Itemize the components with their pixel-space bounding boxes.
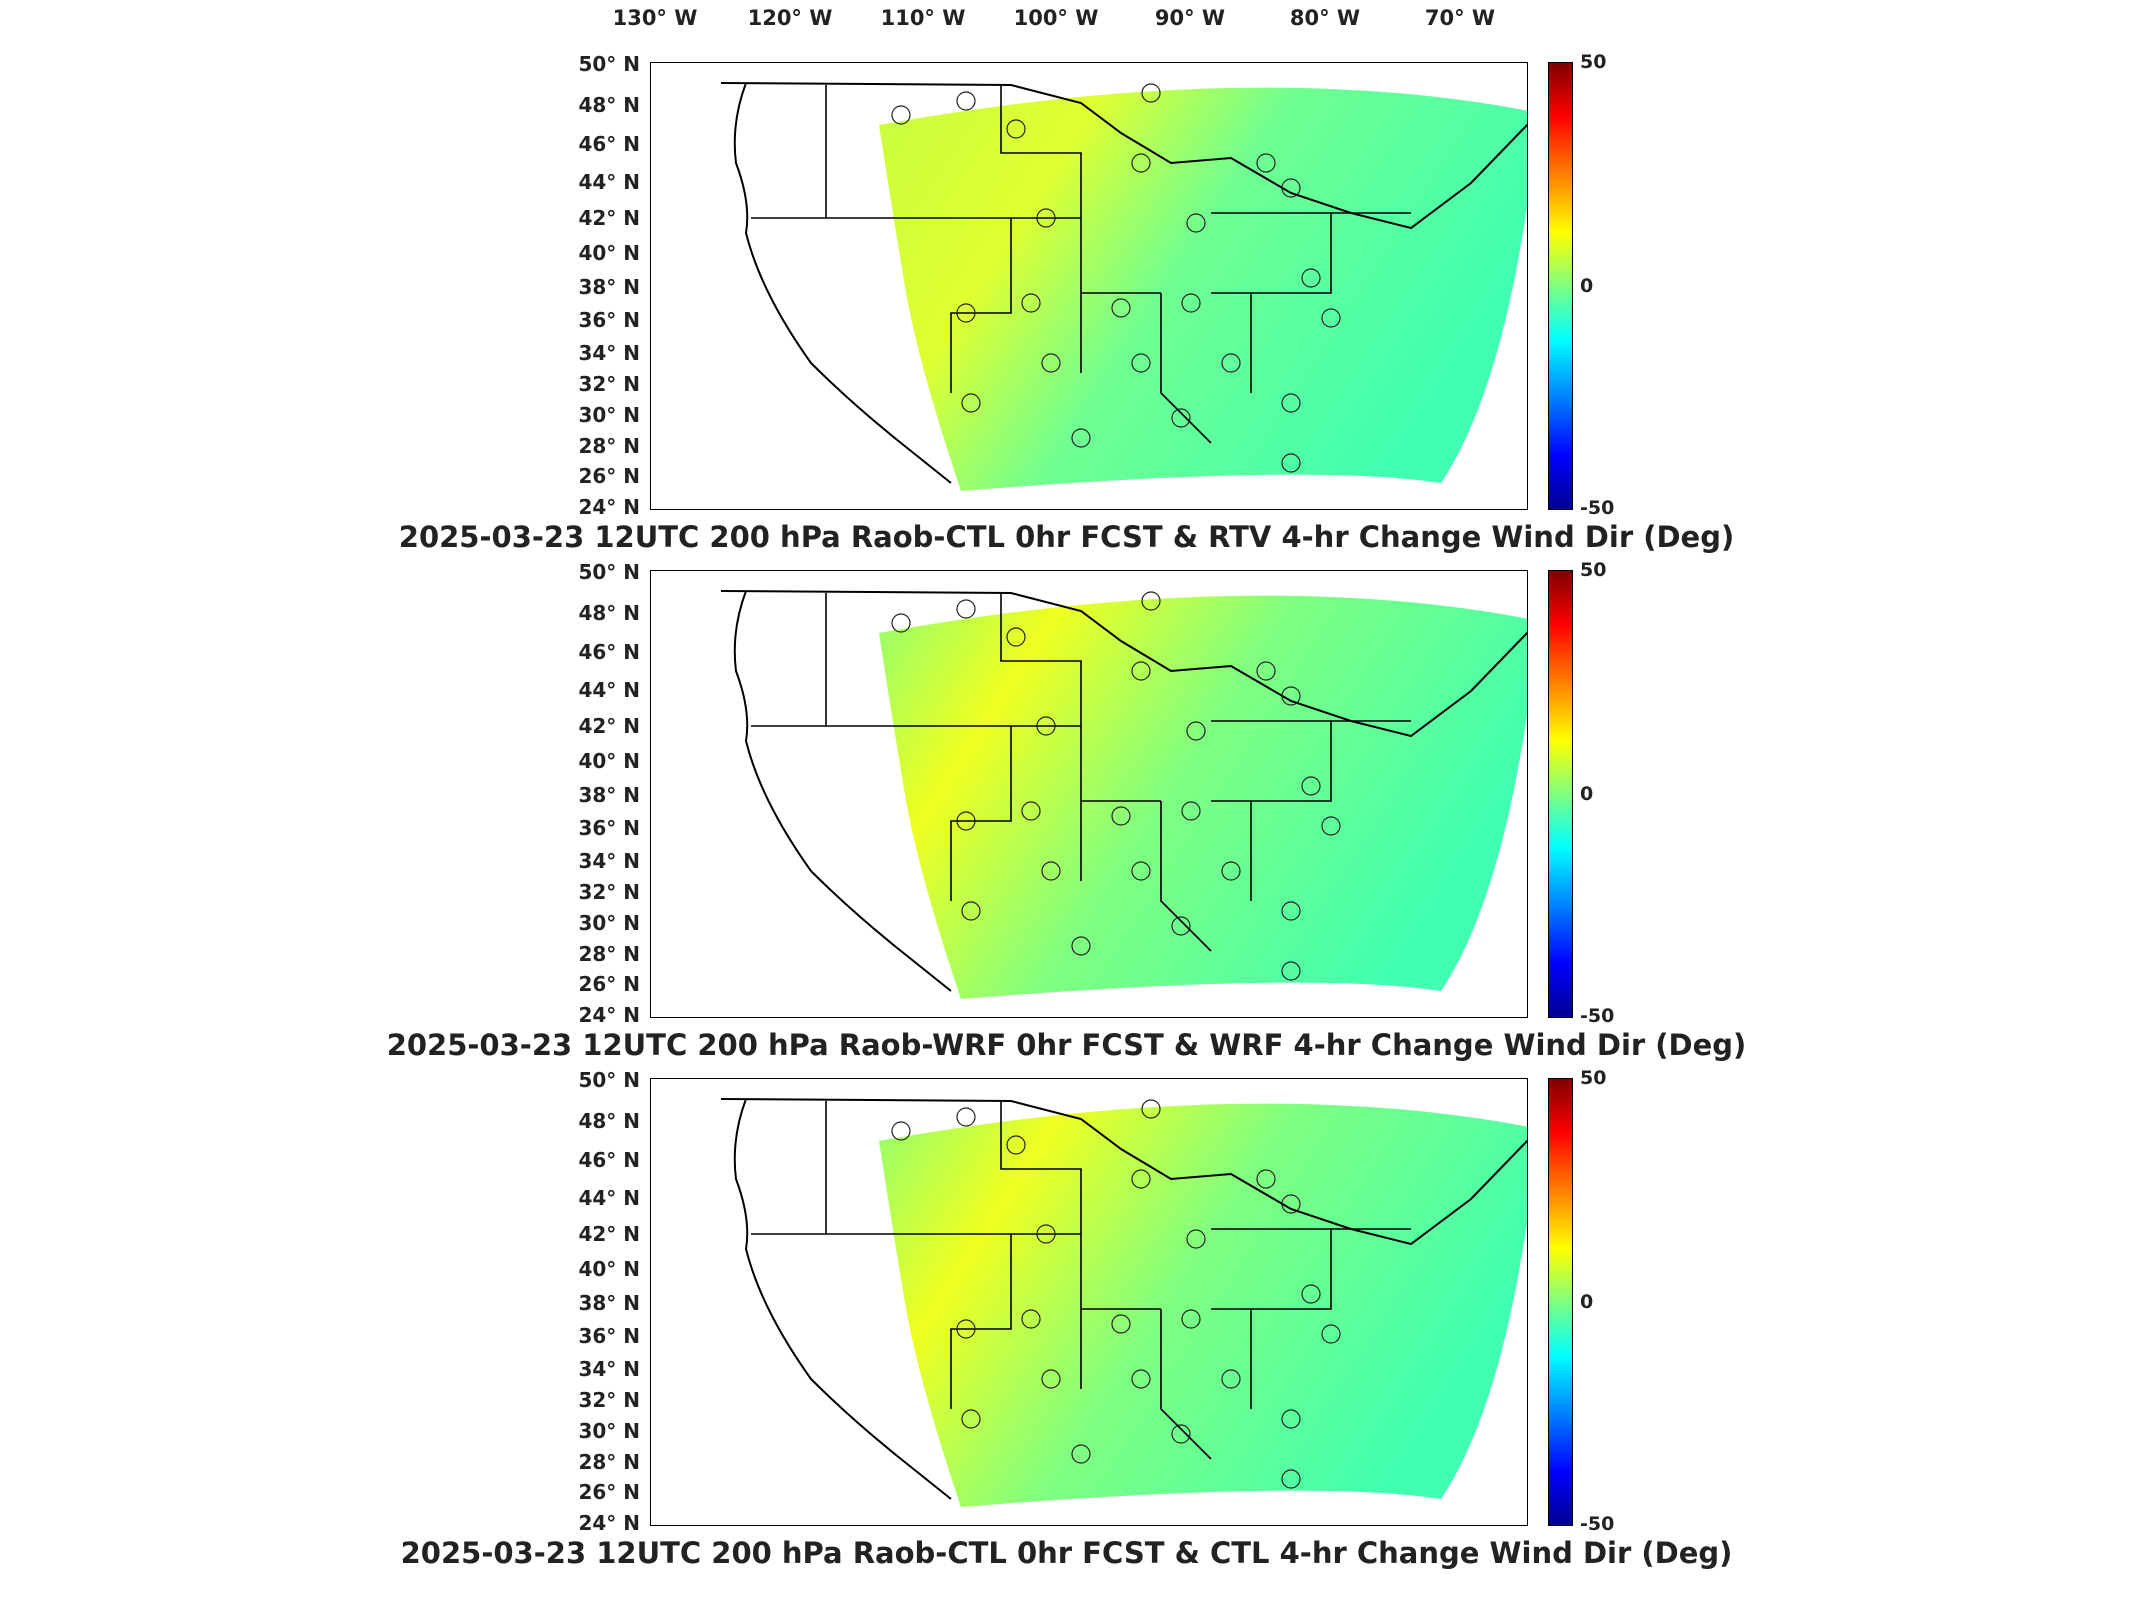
- panel-title: 2025-03-23 12UTC 200 hPa Raob-WRF 0hr FC…: [386, 1028, 1747, 1062]
- lat-label: 28° N: [578, 1450, 640, 1474]
- us-outline: [720, 590, 1527, 992]
- lon-label: 130° W: [612, 6, 698, 30]
- lat-label: 44° N: [578, 1186, 640, 1210]
- lat-label: 38° N: [578, 1291, 640, 1315]
- lat-label: 36° N: [578, 1324, 640, 1348]
- lat-label: 50° N: [578, 560, 640, 584]
- forecast-domain-field: [879, 1103, 1527, 1507]
- colorbar-max: 50: [1580, 559, 1607, 581]
- colorbar-min: -50: [1580, 1513, 1615, 1535]
- lat-label: 26° N: [578, 464, 640, 488]
- us-outline: [720, 82, 1527, 484]
- lon-label: 120° W: [747, 6, 833, 30]
- lat-label: 48° N: [578, 1109, 640, 1133]
- state-borders: [751, 1101, 1411, 1460]
- lat-label: 46° N: [578, 640, 640, 664]
- lat-label: 28° N: [578, 942, 640, 966]
- raob-stations: [891, 83, 1341, 473]
- colorbar-min: -50: [1580, 497, 1615, 519]
- colorbar-max: 50: [1580, 1067, 1607, 1089]
- colorbar: [1548, 62, 1573, 510]
- lat-label: 46° N: [578, 1148, 640, 1172]
- raob-stations: [891, 1099, 1341, 1489]
- map-panel-2: 50° N 48° N 46° N 44° N 42° N 40° N 38° …: [0, 559, 2133, 1078]
- lon-label: 70° W: [1424, 6, 1496, 30]
- wind-direction-map: [720, 590, 1527, 999]
- lat-label: 34° N: [578, 1357, 640, 1381]
- colorbar: [1548, 570, 1573, 1018]
- lat-label: 32° N: [578, 372, 640, 396]
- lon-label: 80° W: [1289, 6, 1361, 30]
- map-frame: [650, 570, 1528, 1018]
- lat-label: 42° N: [578, 714, 640, 738]
- colorbar-max: 50: [1580, 51, 1607, 73]
- lat-label: 30° N: [578, 911, 640, 935]
- map-frame: [650, 62, 1528, 510]
- lat-label: 32° N: [578, 880, 640, 904]
- lat-label: 30° N: [578, 403, 640, 427]
- us-outline: [720, 1098, 1527, 1500]
- lat-label: 50° N: [578, 1068, 640, 1092]
- lat-label: 40° N: [578, 749, 640, 773]
- map-panel-1: 50° N 48° N 46° N 44° N 42° N 40° N 38° …: [0, 51, 2133, 570]
- lat-label: 42° N: [578, 1222, 640, 1246]
- wind-direction-map: [720, 1098, 1527, 1507]
- lat-label: 32° N: [578, 1388, 640, 1412]
- lat-label: 38° N: [578, 275, 640, 299]
- lat-label: 24° N: [578, 1511, 640, 1535]
- lon-label: 100° W: [1013, 6, 1099, 30]
- panel-title: 2025-03-23 12UTC 200 hPa Raob-CTL 0hr FC…: [398, 520, 1735, 554]
- lat-label: 28° N: [578, 434, 640, 458]
- lat-label: 34° N: [578, 849, 640, 873]
- lat-label: 44° N: [578, 678, 640, 702]
- map-frame: [650, 1078, 1528, 1526]
- panel-title: 2025-03-23 12UTC 200 hPa Raob-CTL 0hr FC…: [400, 1536, 1733, 1570]
- lat-label: 26° N: [578, 1480, 640, 1504]
- lat-label: 24° N: [578, 1003, 640, 1027]
- lat-label: 36° N: [578, 816, 640, 840]
- lat-label: 48° N: [578, 93, 640, 117]
- forecast-domain-field: [879, 87, 1527, 491]
- lat-label: 40° N: [578, 241, 640, 265]
- forecast-domain-field: [879, 595, 1527, 999]
- lat-label: 40° N: [578, 1257, 640, 1281]
- colorbar-min: -50: [1580, 1005, 1615, 1027]
- wind-direction-map: [720, 82, 1527, 491]
- lat-label: 24° N: [578, 495, 640, 519]
- lat-label: 26° N: [578, 972, 640, 996]
- lat-label: 50° N: [578, 52, 640, 76]
- colorbar-mid: 0: [1580, 783, 1594, 805]
- colorbar-mid: 0: [1580, 1291, 1594, 1313]
- lat-label: 48° N: [578, 601, 640, 625]
- lon-label: 110° W: [880, 6, 966, 30]
- state-borders: [751, 85, 1411, 444]
- lat-label: 34° N: [578, 341, 640, 365]
- lat-label: 44° N: [578, 170, 640, 194]
- longitude-axis: 130° W 120° W 110° W 100° W 90° W 80° W …: [0, 0, 2133, 40]
- lat-label: 36° N: [578, 308, 640, 332]
- lat-label: 46° N: [578, 132, 640, 156]
- map-panel-3: 50° N 48° N 46° N 44° N 42° N 40° N 38° …: [0, 1067, 2133, 1586]
- lon-label: 90° W: [1154, 6, 1226, 30]
- colorbar-mid: 0: [1580, 275, 1594, 297]
- state-borders: [751, 593, 1411, 952]
- raob-stations: [891, 591, 1341, 981]
- lat-label: 30° N: [578, 1419, 640, 1443]
- lat-label: 38° N: [578, 783, 640, 807]
- lat-label: 42° N: [578, 206, 640, 230]
- colorbar: [1548, 1078, 1573, 1526]
